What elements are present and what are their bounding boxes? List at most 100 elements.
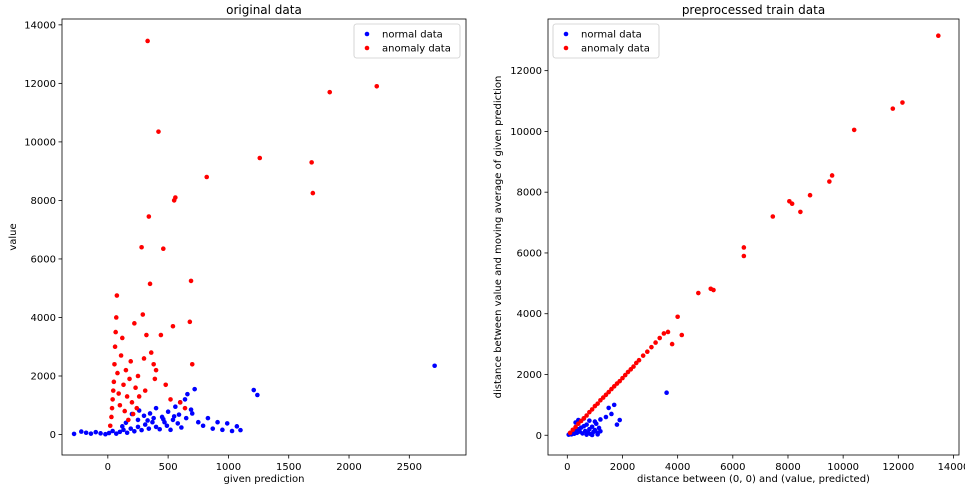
legend-marker	[563, 31, 569, 37]
data-point	[584, 413, 589, 418]
data-point	[653, 340, 658, 345]
y-axis-label: distance between value and moving averag…	[493, 76, 504, 399]
data-point	[146, 426, 152, 431]
data-point	[121, 382, 126, 388]
data-point	[120, 335, 125, 341]
data-point	[183, 415, 189, 421]
data-point	[665, 329, 671, 335]
data-point	[120, 424, 125, 429]
data-point	[620, 375, 625, 381]
data-point	[622, 372, 628, 378]
data-point	[177, 400, 183, 405]
data-point	[152, 376, 158, 382]
data-point	[789, 201, 795, 207]
data-point	[664, 390, 669, 396]
data-point	[147, 281, 153, 287]
chart-panel-2: 0 2000 4000 6000 8000 10000 12000 14000 0 2000 400…	[493, 3, 965, 485]
data-point	[595, 432, 600, 437]
data-point	[170, 417, 176, 423]
data-point	[587, 418, 592, 423]
y-tick-label: 6000	[31, 254, 56, 265]
data-point	[309, 160, 314, 165]
data-point	[109, 414, 114, 420]
data-point	[157, 426, 162, 432]
data-point	[220, 427, 225, 433]
data-point	[159, 414, 165, 420]
data-point	[133, 385, 138, 391]
data-point	[617, 378, 623, 384]
data-point	[168, 397, 173, 402]
data-point	[142, 388, 148, 393]
axes-frame	[61, 18, 467, 456]
data-point	[129, 400, 135, 405]
data-point	[134, 405, 140, 411]
data-point	[128, 426, 134, 431]
data-point	[589, 407, 595, 412]
data-point	[142, 422, 148, 427]
data-point	[696, 290, 701, 296]
x-tick-label: 6000	[720, 462, 745, 473]
data-point	[374, 84, 380, 89]
data-point	[113, 329, 118, 335]
data-point	[118, 353, 124, 358]
data-point	[153, 405, 159, 411]
plot-area	[62, 19, 466, 455]
data-point	[176, 412, 182, 417]
legend-label: normal data	[581, 30, 642, 41]
data-point	[103, 431, 108, 437]
y-tick-label: 2000	[31, 371, 56, 382]
data-point	[110, 388, 116, 393]
data-point	[189, 411, 195, 416]
data-point	[130, 411, 136, 417]
data-point	[188, 407, 194, 412]
data-point	[592, 419, 598, 424]
data-point	[238, 427, 243, 433]
data-point	[675, 314, 680, 320]
data-point	[189, 361, 195, 367]
legend-marker	[364, 31, 370, 37]
legend-box	[552, 23, 660, 59]
x-tick-label: 2500	[397, 462, 422, 473]
x-tick-label: 10000	[827, 462, 859, 473]
data-point	[936, 33, 941, 39]
data-point	[128, 359, 134, 364]
data-point	[127, 376, 132, 382]
data-point	[115, 370, 120, 376]
y-tick-label: 8000	[31, 196, 56, 207]
data-point	[162, 419, 167, 425]
x-tick-label: 8000	[775, 462, 800, 473]
data-point	[136, 394, 142, 399]
data-point	[589, 432, 595, 438]
data-point	[890, 106, 896, 111]
data-point	[657, 335, 663, 341]
data-point	[185, 391, 190, 397]
data-point	[132, 429, 137, 434]
data-point	[827, 179, 832, 184]
data-point	[234, 424, 240, 429]
data-point	[112, 361, 117, 367]
y-tick-label: 4000	[517, 309, 542, 320]
data-point	[163, 382, 169, 388]
data-point	[175, 421, 181, 426]
data-point	[135, 424, 141, 430]
data-point	[145, 418, 150, 423]
data-point	[88, 431, 94, 436]
data-point	[649, 344, 654, 350]
y-tick-label: 10000	[24, 137, 56, 148]
data-point	[603, 414, 609, 420]
data-point	[106, 430, 112, 436]
data-point	[215, 419, 220, 425]
data-point	[135, 417, 141, 423]
data-point	[192, 386, 197, 392]
data-point	[153, 424, 159, 430]
y-tick-label: 8000	[517, 188, 542, 199]
data-point	[631, 364, 636, 369]
data-point	[640, 353, 646, 358]
data-point	[609, 411, 614, 417]
data-point	[113, 315, 119, 320]
x-tick-label: 0	[105, 462, 111, 473]
data-point	[110, 428, 115, 434]
data-point	[645, 349, 650, 355]
legend: normal data anomaly data	[353, 23, 461, 59]
